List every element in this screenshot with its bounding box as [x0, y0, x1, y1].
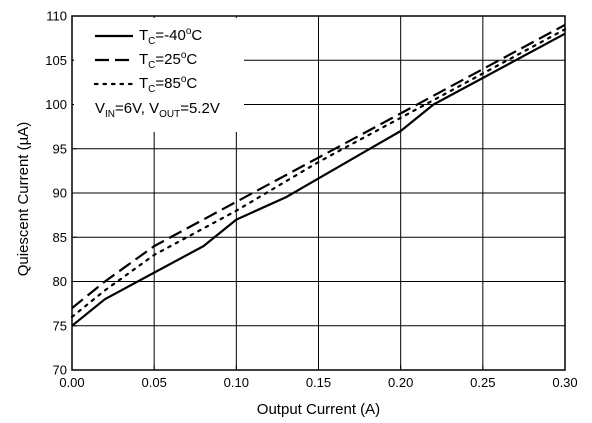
x-tick-label: 0.25: [470, 375, 495, 390]
y-tick-label: 90: [53, 186, 67, 201]
legend-label: TC=85oC: [139, 74, 197, 95]
y-tick-label: 85: [53, 230, 67, 245]
legend: TC=-40oC TC=25oC TC=85oC: [74, 18, 244, 132]
y-tick-label: 95: [53, 141, 67, 156]
y-tick-label: 80: [53, 274, 67, 289]
x-tick-label: 0.15: [306, 375, 331, 390]
legend-label: TC=-40oC: [139, 26, 202, 47]
condition-text: VIN=6V, VOUT=5.2V: [95, 100, 220, 120]
y-axis-title: Quiescent Current (µA): [15, 122, 32, 277]
y-tick-labels: 70 75 80 85 90 95 100 105 110: [45, 9, 67, 378]
series-line-1: [71, 32, 566, 327]
x-tick-label: 0.05: [142, 375, 167, 390]
x-tick-label: 0.20: [388, 375, 413, 390]
y-tick-label: 75: [53, 318, 67, 333]
x-tick-label: 0.10: [224, 375, 249, 390]
x-tick-label: 0.30: [552, 375, 577, 390]
x-tick-label: 0.00: [59, 375, 84, 390]
x-axis-title: Output Current (A): [257, 401, 380, 418]
x-tick-labels: 0.00 0.05 0.10 0.15 0.20 0.25 0.30: [59, 375, 577, 390]
series-line-2: [71, 23, 566, 309]
y-tick-label: 105: [45, 53, 67, 68]
legend-label: TC=25oC: [139, 50, 197, 71]
condition-label: VIN=6V, VOUT=5.2V: [95, 100, 220, 120]
series-group: [70, 23, 567, 327]
y-tick-label: 70: [53, 363, 67, 378]
series-line-3: [70, 28, 567, 318]
y-tick-label: 100: [45, 97, 67, 112]
y-tick-label: 110: [46, 9, 67, 24]
